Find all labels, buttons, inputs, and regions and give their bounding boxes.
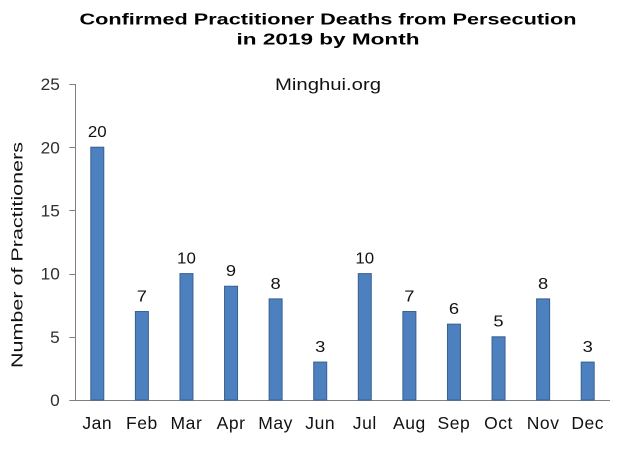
svg-text:Apr: Apr bbox=[217, 413, 246, 433]
svg-text:3: 3 bbox=[315, 339, 325, 356]
svg-text:5: 5 bbox=[50, 329, 60, 347]
svg-text:7: 7 bbox=[404, 288, 414, 305]
svg-text:Confirmed Practitioner Deaths: Confirmed Practitioner Deaths from Perse… bbox=[80, 12, 577, 29]
svg-text:3: 3 bbox=[583, 339, 593, 356]
svg-text:Nov: Nov bbox=[527, 413, 560, 433]
svg-text:Mar: Mar bbox=[171, 413, 203, 433]
svg-text:Minghui.org: Minghui.org bbox=[275, 75, 381, 94]
svg-text:Jul: Jul bbox=[353, 413, 377, 433]
svg-text:10: 10 bbox=[355, 251, 374, 268]
svg-text:Aug: Aug bbox=[393, 413, 426, 433]
svg-text:20: 20 bbox=[41, 139, 60, 157]
svg-text:8: 8 bbox=[538, 276, 548, 293]
svg-text:Number of Practitioners: Number of Practitioners bbox=[10, 142, 27, 368]
svg-text:9: 9 bbox=[226, 263, 236, 280]
svg-text:in 2019 by Month: in 2019 by Month bbox=[237, 32, 420, 49]
svg-text:15: 15 bbox=[41, 203, 60, 221]
svg-text:20: 20 bbox=[88, 124, 107, 141]
svg-text:6: 6 bbox=[449, 301, 459, 318]
svg-text:May: May bbox=[258, 413, 293, 433]
svg-text:7: 7 bbox=[137, 288, 147, 305]
svg-text:Feb: Feb bbox=[126, 413, 158, 433]
svg-text:25: 25 bbox=[41, 76, 60, 94]
svg-text:8: 8 bbox=[271, 276, 281, 293]
svg-text:10: 10 bbox=[177, 251, 196, 268]
svg-text:Oct: Oct bbox=[484, 413, 513, 433]
svg-text:Sep: Sep bbox=[438, 413, 471, 433]
svg-text:Jun: Jun bbox=[305, 413, 335, 433]
svg-text:5: 5 bbox=[493, 314, 503, 331]
svg-text:10: 10 bbox=[41, 266, 60, 284]
svg-text:0: 0 bbox=[50, 392, 60, 410]
svg-text:Dec: Dec bbox=[571, 413, 604, 433]
svg-text:Jan: Jan bbox=[82, 413, 112, 433]
